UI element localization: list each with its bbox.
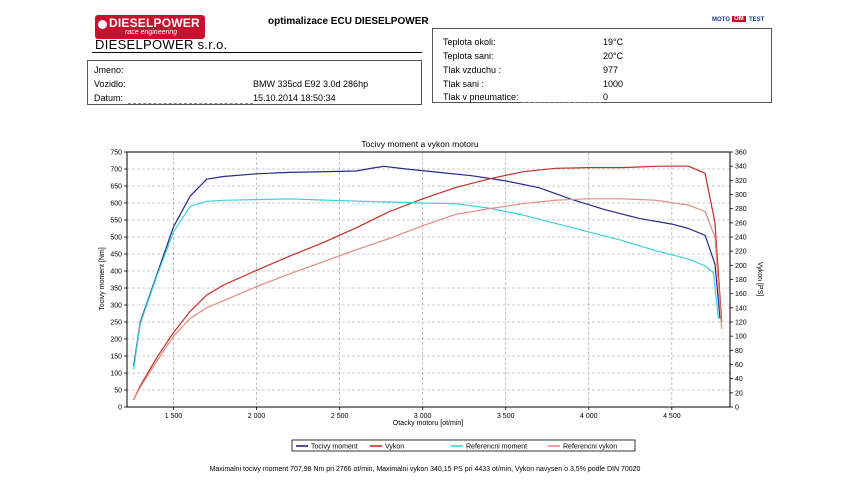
y2-tick-label: 20 [735,390,743,397]
mototest-badge: MOTO OM TEST [712,16,768,26]
y-tick-label: 50 [114,388,122,395]
series-line [133,165,723,401]
y-tick-label: 100 [110,371,122,378]
y-tick-label: 250 [110,320,122,327]
y2-tick-label: 260 [735,220,747,227]
y2-tick-label: 120 [735,320,747,327]
y2-tick-label: 320 [735,178,747,185]
x-tick-label: 2 500 [331,413,349,420]
x-tick-label: 4 000 [580,413,598,420]
legend-label: Referencni moment [466,444,527,451]
legend-label: Referencni vykon [563,444,617,451]
y2-tick-label: 180 [735,277,747,284]
condition-label: Tlak v pneumatice: [443,92,519,102]
y2-tick-label: 220 [735,249,747,256]
chart-legend: Tocivy moment Vykon Referencni moment Refer… [296,444,617,451]
y2-tick-label: 60 [735,362,743,369]
badge-part-1: MOTO [712,17,730,23]
legend-label: Vykon [385,444,404,451]
company-name: DIESELPOWER s.r.o. [95,37,228,52]
x-tick-label: 2 000 [248,413,266,420]
condition-value: 19°C [603,37,624,47]
y2-tick-label: 40 [735,376,743,383]
y-tick-label: 0 [118,405,122,412]
y-axis-label: Tocivy moment [Nm] [99,247,106,310]
badge-part-3: TEST [749,17,765,23]
series-line [133,165,721,367]
x-tick-label: 1 500 [165,413,183,420]
condition-value: 0 [603,92,609,102]
condition-label: Tlak sani : [443,79,485,89]
page-title: optimalizace ECU DIESELPOWER [268,16,429,27]
y2-tick-label: 300 [735,192,747,199]
legend-label: Tocivy moment [311,444,358,451]
y2-tick-label: 0 [735,405,739,412]
condition-value: 977 [603,65,619,75]
badge-part-2: OM [732,16,746,22]
jmeno-label: Jmeno: [94,65,124,75]
condition-label: Teplota okoli: [443,37,496,47]
plot-frame [126,151,731,408]
condition-label: Tlak vzduchu : [443,65,502,75]
y-tick-label: 550 [110,218,122,225]
logo-sub-text: race engineering [125,29,178,36]
summary-footer: Maximalni tocivy moment 707,98 Nm pri 27… [209,466,641,473]
y-tick-label: 600 [110,201,122,208]
datum-value: 15.10.2014 18:50:34 [253,93,336,103]
y2-tick-label: 340 [735,164,747,171]
series-line [133,198,719,370]
y-tick-label: 700 [110,167,122,174]
y-tick-label: 450 [110,252,122,259]
y2-tick-label: 240 [735,235,747,242]
y-tick-label: 350 [110,286,122,293]
condition-value: 1000 [603,79,624,89]
x-tick-label: 3 000 [414,413,432,420]
y2-tick-label: 280 [735,206,747,213]
legend-box [291,439,636,452]
y-tick-label: 300 [110,303,122,310]
vozidlo-label: Vozidlo: [94,79,126,89]
vehicle-info-box: Jmeno: Vozidlo: BMW 335cd E92 3.0d 286hp… [87,60,422,105]
vozidlo-value: BMW 335cd E92 3.0d 286hp [253,79,369,89]
axis-ticks: 0501001502002503003504004505005506006507… [110,150,746,421]
company-underline [92,52,422,53]
series-line [133,198,723,401]
conditions-box: Teplota okoli: 19°C Teplota sani: 20°C T… [432,28,772,103]
y-tick-label: 150 [110,354,122,361]
datum-label: Datum: [94,93,124,103]
y2-tick-label: 100 [735,334,747,341]
y-tick-label: 650 [110,184,122,191]
x-tick-label: 3 500 [497,413,515,420]
y2-tick-label: 160 [735,291,747,298]
y2-axis-label: Vykon [PS] [756,262,763,296]
chart-title: Tocivy moment a vykon motoru [361,139,478,149]
y2-tick-label: 360 [735,150,747,157]
series-lines [133,165,723,401]
pneumatice-leader [523,102,601,103]
dieselpower-logo: DIESELPOWER race engineering [95,15,205,41]
y2-tick-label: 200 [735,263,747,270]
y-tick-label: 750 [110,150,122,157]
y2-tick-label: 140 [735,305,747,312]
y-tick-label: 200 [110,337,122,344]
y-tick-label: 400 [110,269,122,276]
x-axis-label: Otacky motoru [ot/min] [393,420,463,427]
y-tick-label: 500 [110,235,122,242]
x-tick-label: 4 500 [663,413,681,420]
logo-brand-text: DIESELPOWER [109,16,200,30]
datum-leader [128,103,253,104]
chart-grid [127,152,730,407]
condition-value: 20°C [603,51,624,61]
y2-tick-label: 80 [735,348,743,355]
condition-label: Teplota sani: [443,51,494,61]
